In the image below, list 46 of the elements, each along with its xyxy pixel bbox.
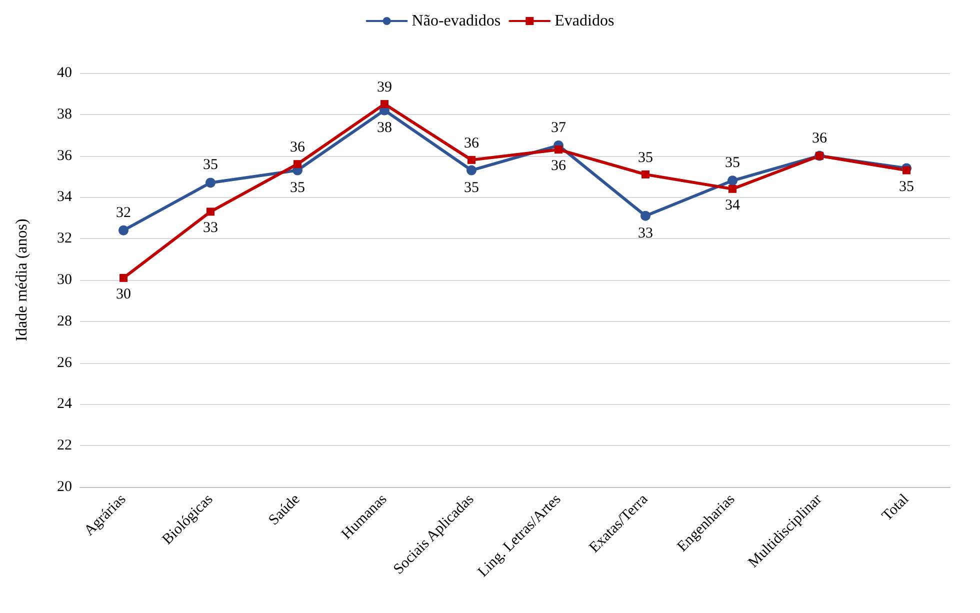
point bbox=[642, 170, 650, 178]
point bbox=[902, 166, 910, 174]
point bbox=[120, 274, 128, 282]
y-tick-label: 22 bbox=[57, 438, 72, 454]
y-tick-label: 28 bbox=[57, 313, 72, 330]
point bbox=[640, 210, 650, 221]
point bbox=[206, 208, 214, 216]
point bbox=[728, 184, 736, 193]
point bbox=[468, 156, 476, 164]
y-axis-title: Idade média (anos) bbox=[14, 218, 30, 342]
y-tick-label: 34 bbox=[57, 189, 72, 206]
data-label: 32 bbox=[116, 204, 131, 221]
data-label: 36 bbox=[464, 135, 480, 152]
data-label: 35 bbox=[203, 157, 218, 174]
point bbox=[118, 225, 128, 236]
y-tick-label: 32 bbox=[57, 230, 72, 247]
data-label: 30 bbox=[116, 286, 131, 302]
point bbox=[554, 146, 562, 154]
data-label: 37 bbox=[551, 120, 566, 136]
legend-label: Evadidos bbox=[554, 12, 614, 30]
data-label: 38 bbox=[377, 120, 392, 136]
data-label: 35 bbox=[725, 155, 740, 172]
data-label: 35 bbox=[638, 150, 653, 166]
y-tick-label: 26 bbox=[57, 354, 72, 371]
legend-label: Não-evadidos bbox=[412, 12, 501, 30]
data-label: 33 bbox=[203, 220, 218, 236]
data-label: 34 bbox=[725, 197, 740, 214]
point bbox=[206, 178, 216, 188]
data-label: 33 bbox=[638, 225, 653, 242]
data-label: 35 bbox=[290, 180, 305, 196]
point bbox=[728, 176, 738, 186]
data-label: 39 bbox=[377, 80, 392, 96]
data-label: 36 bbox=[290, 140, 306, 156]
point bbox=[466, 165, 476, 176]
point bbox=[380, 100, 388, 108]
y-tick-label: 30 bbox=[57, 272, 72, 288]
data-label: 36 bbox=[551, 158, 566, 174]
point bbox=[294, 160, 302, 168]
y-tick-label: 40 bbox=[57, 65, 72, 81]
y-tick-label: 36 bbox=[57, 148, 72, 164]
y-tick-label: 20 bbox=[57, 479, 72, 495]
data-label: 35 bbox=[899, 178, 914, 195]
y-tick-label: 38 bbox=[57, 106, 72, 122]
data-label: 36 bbox=[812, 130, 828, 146]
y-tick-label: 24 bbox=[57, 396, 72, 412]
data-label: 35 bbox=[464, 180, 479, 196]
